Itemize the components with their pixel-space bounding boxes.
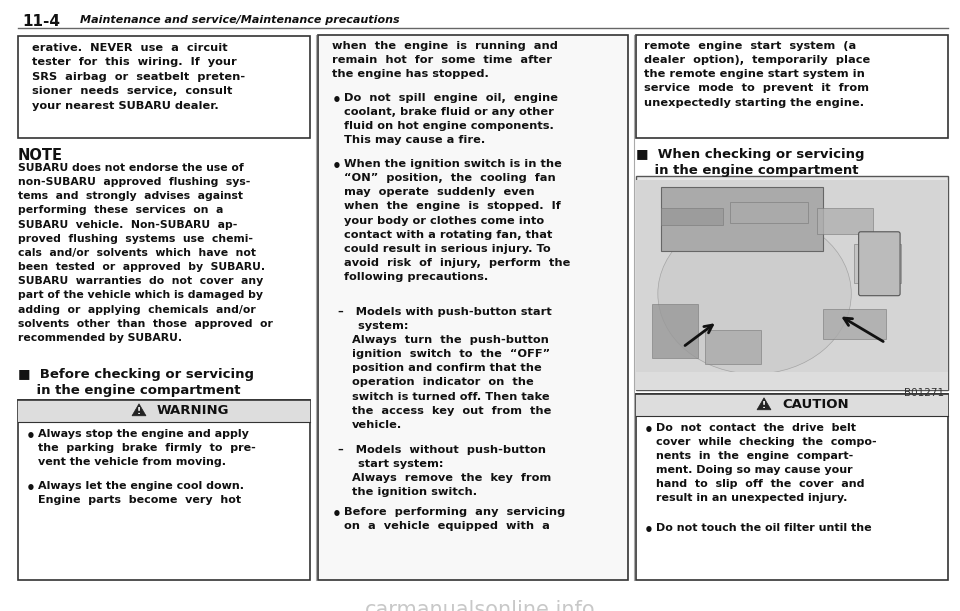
Text: Do  not  contact  the  drive  belt
cover  while  checking  the  compo-
nents  in: Do not contact the drive belt cover whil…	[656, 423, 876, 503]
Text: Always  turn  the  push-button
ignition  switch  to  the  “OFF”
position and con: Always turn the push-button ignition swi…	[352, 335, 551, 430]
FancyBboxPatch shape	[854, 244, 901, 283]
Text: •: •	[332, 159, 342, 174]
FancyBboxPatch shape	[730, 202, 807, 223]
FancyBboxPatch shape	[18, 400, 310, 580]
Text: Always  remove  the  key  from
the ignition switch.: Always remove the key from the ignition …	[352, 473, 551, 497]
Text: ■  Before checking or servicing: ■ Before checking or servicing	[18, 368, 254, 381]
Text: –   Models  without  push-button
     start system:: – Models without push-button start syste…	[338, 445, 546, 469]
FancyBboxPatch shape	[18, 400, 310, 422]
Text: carmanualsonline.info: carmanualsonline.info	[365, 600, 595, 611]
Text: Before  performing  any  servicing
on  a  vehicle  equipped  with  a: Before performing any servicing on a veh…	[344, 507, 565, 531]
Text: ■  When checking or servicing: ■ When checking or servicing	[636, 148, 865, 161]
Text: NOTE: NOTE	[18, 148, 63, 163]
Text: •: •	[644, 523, 654, 538]
FancyBboxPatch shape	[636, 372, 948, 390]
FancyBboxPatch shape	[636, 394, 948, 416]
Text: •: •	[644, 423, 654, 438]
Text: Always stop the engine and apply
the  parking  brake  firmly  to  pre-
vent the : Always stop the engine and apply the par…	[38, 429, 255, 467]
Text: Do  not  spill  engine  oil,  engine
coolant, brake fluid or any other
fluid on : Do not spill engine oil, engine coolant,…	[344, 93, 558, 145]
Text: in the engine compartment: in the engine compartment	[636, 164, 858, 177]
Text: in the engine compartment: in the engine compartment	[18, 384, 241, 397]
Text: •: •	[26, 429, 36, 444]
FancyBboxPatch shape	[660, 187, 824, 251]
Text: !: !	[762, 401, 766, 411]
FancyBboxPatch shape	[636, 180, 948, 386]
Polygon shape	[132, 404, 146, 416]
Text: SUBARU does not endorse the use of
non-SUBARU  approved  flushing  sys-
tems  an: SUBARU does not endorse the use of non-S…	[18, 163, 273, 343]
FancyBboxPatch shape	[652, 304, 698, 358]
Text: •: •	[26, 481, 36, 496]
Polygon shape	[757, 398, 771, 410]
Text: when  the  engine  is  running  and
remain  hot  for  some  time  after
the engi: when the engine is running and remain ho…	[332, 41, 558, 79]
Text: Do not touch the oil filter until the: Do not touch the oil filter until the	[656, 523, 872, 533]
Text: erative.  NEVER  use  a  circuit
tester  for  this  wiring.  If  your
SRS  airba: erative. NEVER use a circuit tester for …	[32, 43, 245, 111]
Text: 11-4: 11-4	[22, 14, 60, 29]
Text: Maintenance and service/Maintenance precautions: Maintenance and service/Maintenance prec…	[80, 15, 399, 25]
Text: •: •	[332, 507, 342, 522]
FancyBboxPatch shape	[318, 35, 628, 580]
FancyBboxPatch shape	[858, 232, 900, 296]
Text: Always let the engine cool down.
Engine  parts  become  very  hot: Always let the engine cool down. Engine …	[38, 481, 244, 505]
Text: CAUTION: CAUTION	[782, 398, 849, 411]
FancyBboxPatch shape	[636, 35, 948, 138]
FancyBboxPatch shape	[824, 309, 885, 338]
Text: B01271: B01271	[904, 388, 944, 398]
Text: –   Models with push-button start
     system:: – Models with push-button start system:	[338, 307, 552, 331]
Text: remote  engine  start  system  (a
dealer  option),  temporarily  place
the remot: remote engine start system (a dealer opt…	[644, 41, 871, 108]
Ellipse shape	[658, 213, 852, 374]
Text: !: !	[137, 408, 141, 417]
FancyBboxPatch shape	[18, 36, 310, 138]
FancyBboxPatch shape	[705, 330, 760, 364]
Text: •: •	[332, 93, 342, 108]
Text: When the ignition switch is in the
“ON”  position,  the  cooling  fan
may  opera: When the ignition switch is in the “ON” …	[344, 159, 570, 282]
FancyBboxPatch shape	[660, 208, 724, 225]
FancyBboxPatch shape	[636, 394, 948, 580]
Text: WARNING: WARNING	[157, 404, 229, 417]
FancyBboxPatch shape	[636, 176, 948, 390]
FancyBboxPatch shape	[817, 208, 874, 234]
